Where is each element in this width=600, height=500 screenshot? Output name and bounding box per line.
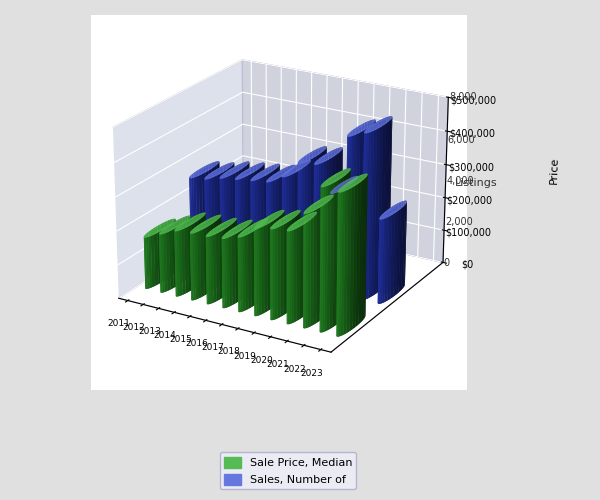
Legend: Sale Price, Median, Sales, Number of: Sale Price, Median, Sales, Number of: [220, 452, 356, 490]
